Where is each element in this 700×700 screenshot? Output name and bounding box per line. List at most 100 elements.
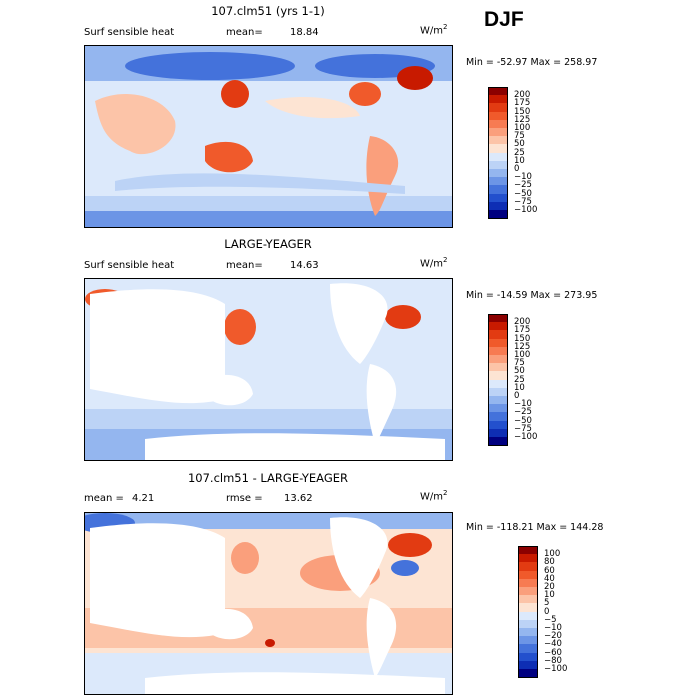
panel-3-mean-label: mean = [84, 493, 124, 504]
colorbar-level-label: −25 [514, 407, 532, 418]
colorbar-swatch [488, 437, 508, 446]
colorbar-level-label: −60 [544, 647, 562, 658]
colorbar-swatch [488, 95, 508, 104]
panel-2-units: W/m2 [420, 256, 448, 270]
colorbar-swatch [518, 628, 538, 637]
colorbar-level-label: −20 [544, 631, 562, 642]
panel-3-rmse-value: 13.62 [284, 493, 313, 504]
colorbar-level-label: 125 [514, 341, 531, 352]
panel-1-mean-label: mean= [226, 27, 263, 38]
panel-1-variable: Surf sensible heat [84, 27, 175, 38]
colorbar-level-label: −75 [514, 423, 532, 434]
colorbar-level-label: −40 [544, 639, 562, 650]
colorbar-level-label: 80 [544, 557, 555, 568]
colorbar-swatch [518, 587, 538, 596]
colorbar-level-label: −10 [514, 172, 532, 183]
colorbar-level-label: 10 [544, 590, 555, 601]
colorbar-swatch [488, 338, 508, 348]
panel-1-map [84, 45, 453, 228]
colorbar-level-label: 175 [514, 98, 531, 109]
colorbar-swatch [488, 355, 508, 364]
panel-3-title: 107.clm51 - LARGE-YEAGER [187, 471, 349, 485]
colorbar-swatch [488, 330, 508, 340]
colorbar-level-label: −25 [514, 180, 532, 191]
panel-1-min-max: Min = -52.97 Max = 258.97 [466, 57, 598, 68]
colorbar-level-label: −50 [514, 188, 532, 199]
panel-2-mean-value: 14.63 [290, 260, 319, 271]
colorbar-swatch [488, 169, 508, 178]
colorbar-level-label: 175 [514, 325, 531, 336]
colorbar-level-label: 75 [514, 358, 525, 369]
colorbar-swatch [488, 193, 508, 203]
colorbar-swatch [488, 136, 508, 145]
colorbar-swatch [518, 562, 538, 572]
colorbar-level-label: −10 [544, 623, 562, 633]
colorbar-swatch [488, 152, 508, 162]
colorbar-swatch [518, 669, 538, 678]
colorbar-swatch [488, 314, 508, 323]
panel-1-units: W/m2 [420, 23, 448, 37]
colorbar-swatch [488, 128, 508, 137]
colorbar-swatch [488, 428, 508, 438]
colorbar-level-label: 50 [514, 139, 525, 150]
panel-2-mean-label: mean= [226, 260, 263, 271]
colorbar-level-label: 60 [544, 565, 555, 576]
colorbar-level-label: −75 [514, 196, 532, 207]
panel-1-title: 107.clm51 (yrs 1-1) [211, 4, 325, 18]
colorbar-level-label: 10 [514, 155, 525, 166]
colorbar-swatch [518, 611, 538, 621]
colorbar-swatch [488, 420, 508, 430]
colorbar-swatch [488, 387, 508, 397]
panel-2-min-max: Min = -14.59 Max = 273.95 [466, 290, 598, 301]
panel-2-map [84, 278, 453, 461]
panel-3-units: W/m2 [420, 489, 448, 503]
colorbar-swatch [488, 371, 508, 381]
colorbar-swatch [518, 652, 538, 662]
colorbar-swatch [488, 412, 508, 422]
colorbar-level-label: −50 [514, 415, 532, 426]
colorbar-level-label: 100 [544, 549, 561, 560]
panel-3-min-max: Min = -118.21 Max = 144.28 [466, 522, 604, 533]
colorbar-swatch [488, 322, 508, 331]
colorbar-level-label: 50 [514, 366, 525, 377]
colorbar-swatch [488, 177, 508, 186]
colorbar-swatch [518, 660, 538, 670]
colorbar-swatch [518, 554, 538, 563]
colorbar-level-label: 0 [514, 164, 520, 174]
colorbar-level-label: −100 [544, 664, 568, 674]
colorbar-swatch [518, 644, 538, 654]
colorbar-level-label: −5 [544, 614, 557, 625]
colorbar-level-label: 75 [514, 131, 525, 142]
colorbar-swatch [488, 185, 508, 195]
colorbar-level-label: −80 [544, 655, 562, 666]
colorbar-swatch [488, 111, 508, 121]
panel-3-mean-value: 4.21 [132, 493, 155, 504]
colorbar-swatch [488, 119, 508, 129]
colorbar-swatch [488, 396, 508, 405]
colorbar-level-label: 150 [514, 333, 531, 344]
colorbar-swatch [518, 570, 538, 580]
colorbar-swatch [488, 87, 508, 96]
panel-3-map [84, 512, 453, 695]
panel-2-variable: Surf sensible heat [84, 260, 175, 271]
colorbar-level-label: −10 [514, 399, 532, 410]
colorbar-swatch [488, 210, 508, 219]
colorbar-level-label: 125 [514, 114, 531, 125]
colorbar-level-label: −100 [514, 432, 538, 442]
colorbar-swatch [488, 379, 508, 389]
colorbar-level-label: 25 [514, 374, 525, 385]
colorbar-swatch [488, 346, 508, 356]
colorbar-level-label: 100 [514, 123, 531, 133]
colorbar-swatch [518, 636, 538, 645]
colorbar-swatch [488, 363, 508, 372]
colorbar-swatch [518, 578, 538, 588]
colorbar-swatch [518, 603, 538, 613]
colorbar-level-label: 200 [514, 90, 531, 101]
season-label: DJF [484, 8, 524, 31]
colorbar-level-label: 200 [514, 317, 531, 328]
colorbar-level-label: 0 [514, 391, 520, 401]
colorbar-swatch [488, 103, 508, 113]
colorbar-level-label: 0 [544, 606, 550, 617]
colorbar-level-label: 150 [514, 106, 531, 117]
colorbar-level-label: 10 [514, 382, 525, 393]
